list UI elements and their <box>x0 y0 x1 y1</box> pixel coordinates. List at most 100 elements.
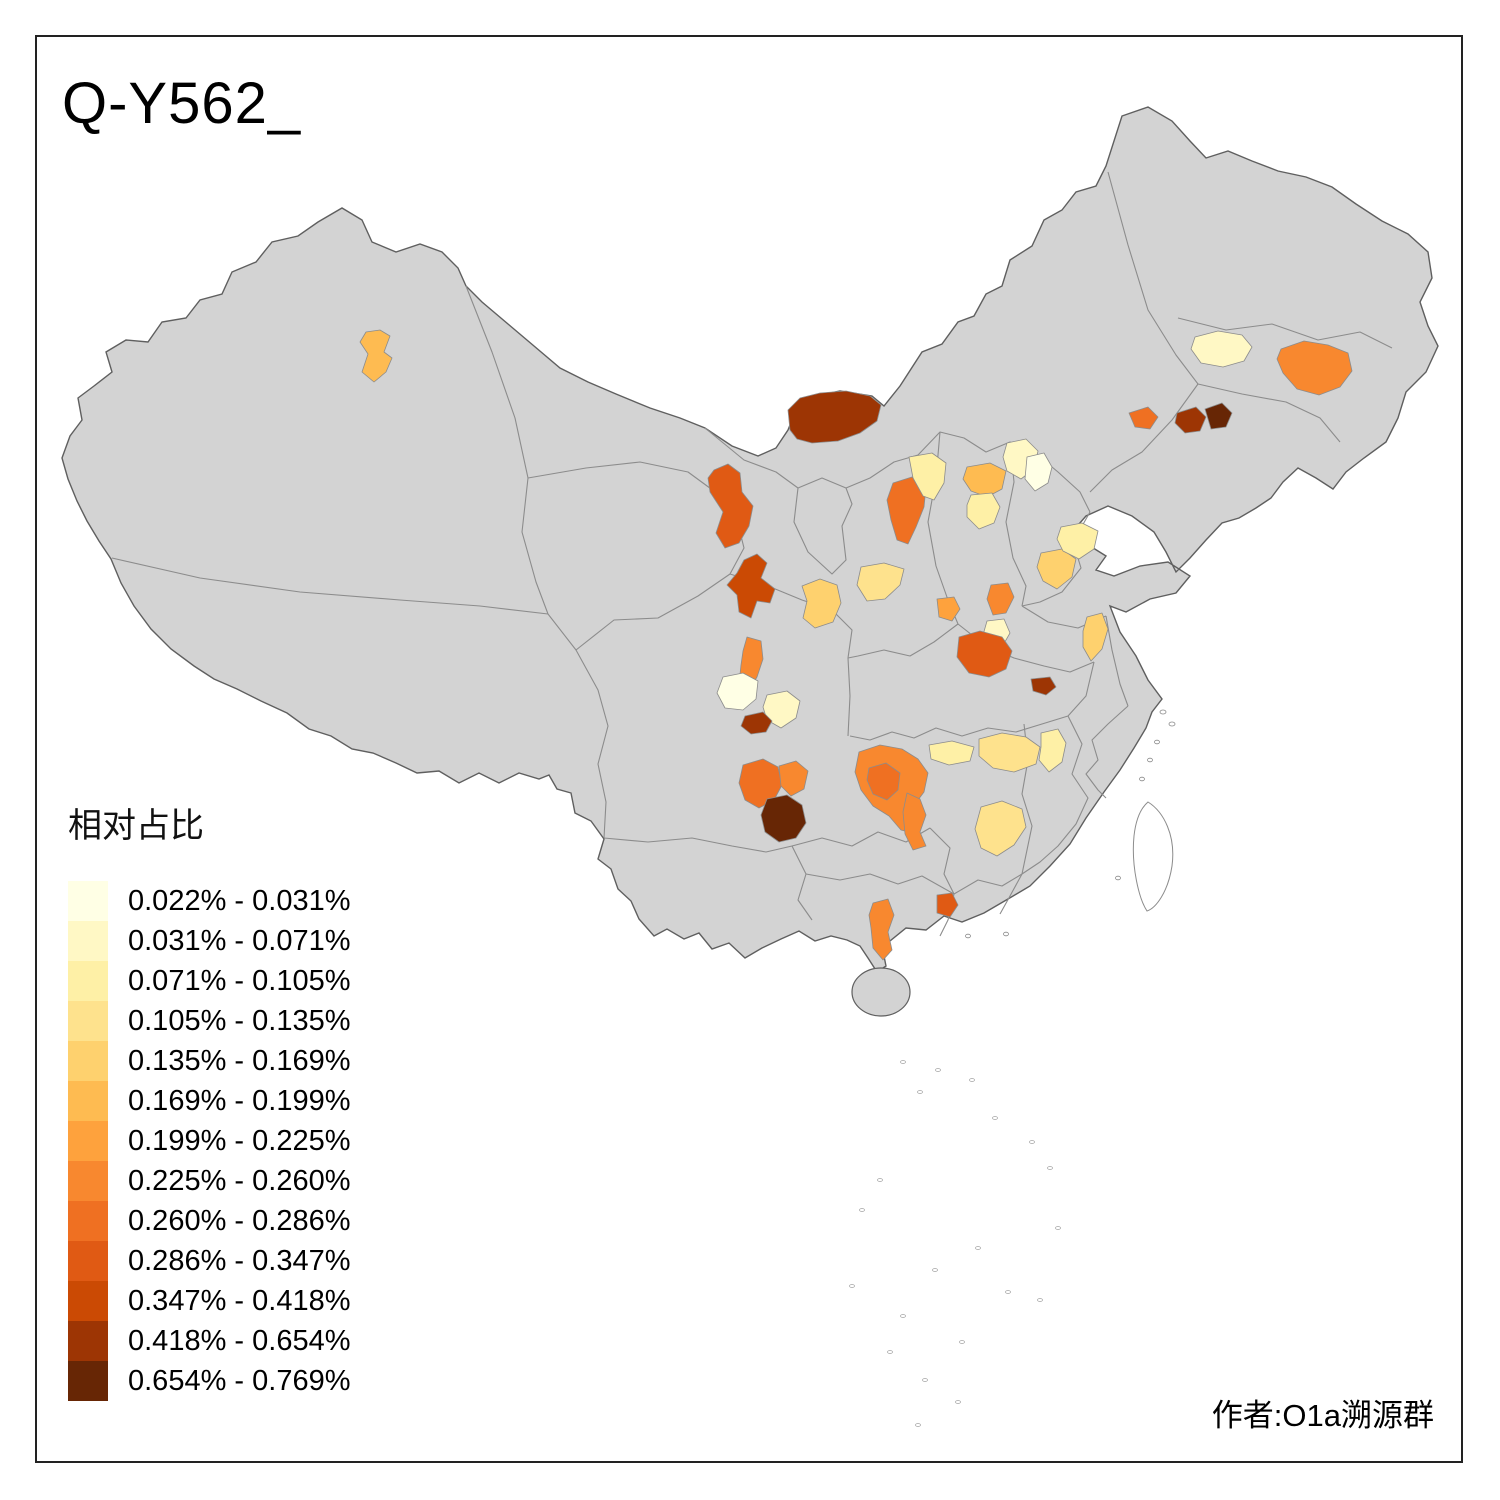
region-liaoning-far-east-dark <box>1204 402 1233 430</box>
region-jilin-west-cream <box>1190 330 1253 368</box>
region-ordos-pale <box>908 452 947 501</box>
legend-swatch <box>68 881 108 921</box>
region-dongting-light <box>978 732 1041 773</box>
region-lanzhou-area <box>726 553 776 619</box>
islet-dot <box>915 1423 921 1427</box>
islet-dot <box>887 1350 893 1354</box>
region-enshi-pale <box>928 740 975 766</box>
islet-dot <box>932 1268 938 1272</box>
province-border-line <box>1085 705 1129 799</box>
legend-swatch <box>68 1081 108 1121</box>
legend-label: 0.135% - 0.169% <box>128 1044 351 1077</box>
legend-label: 0.031% - 0.071% <box>128 924 351 957</box>
legend-swatch <box>68 1241 108 1281</box>
province-border-line <box>575 573 731 651</box>
province-border-line <box>1105 615 1129 707</box>
island-dot <box>1003 931 1009 937</box>
province-border-line <box>847 623 959 659</box>
legend-row: 0.418% - 0.654% <box>68 1321 350 1361</box>
legend-label: 0.199% - 0.225% <box>128 1124 351 1157</box>
region-hunan-south-light <box>974 800 1027 857</box>
legend-label: 0.169% - 0.199% <box>128 1084 351 1117</box>
legend-row: 0.199% - 0.225% <box>68 1121 350 1161</box>
legend-label: 0.418% - 0.654% <box>128 1324 351 1357</box>
islet-dot <box>1055 1226 1061 1230</box>
legend-row: 0.260% - 0.286% <box>68 1201 350 1241</box>
legend-label: 0.225% - 0.260% <box>128 1164 351 1197</box>
province-border-line <box>953 873 1023 895</box>
province-border-line <box>791 845 813 921</box>
region-chongqing-inner <box>866 762 901 801</box>
islet-dot <box>1037 1298 1043 1302</box>
province-border-line <box>1177 317 1393 349</box>
island-dot <box>1168 721 1176 727</box>
province-border-line <box>1089 383 1199 493</box>
region-aba-west-sichuan <box>716 672 759 711</box>
legend-swatch <box>68 1041 108 1081</box>
legend-row: 0.022% - 0.031% <box>68 881 350 921</box>
legend-swatch <box>68 1361 108 1401</box>
region-shihezi-xinjiang <box>359 329 393 383</box>
islet-dot <box>992 1116 998 1120</box>
province-border-line <box>847 657 851 737</box>
region-xinzhou-pale <box>966 492 1001 530</box>
coastal-islands <box>965 709 1176 939</box>
province-border-line <box>999 873 1023 915</box>
islet-dot <box>955 1400 961 1404</box>
islet-dot <box>849 1284 855 1288</box>
province-border-line <box>793 487 853 575</box>
plot-frame <box>35 35 1463 1463</box>
islet-dot <box>959 1340 965 1344</box>
legend-swatch <box>68 961 108 1001</box>
china-mainland <box>61 106 1439 973</box>
taiwan-island <box>1132 801 1174 912</box>
legend-row: 0.347% - 0.418% <box>68 1281 350 1321</box>
region-qianjiang-strip <box>902 792 927 851</box>
legend-row: 0.654% - 0.769% <box>68 1361 350 1401</box>
islet-dot <box>1005 1290 1011 1294</box>
island-dot <box>1159 709 1167 715</box>
region-hubei-east-dark <box>1030 676 1057 696</box>
region-central-sichuan-pale <box>762 690 801 729</box>
islet-dot <box>969 1078 975 1082</box>
hainan-island <box>851 967 911 1017</box>
region-beijing-white <box>1024 452 1053 492</box>
islet-dot <box>900 1314 906 1318</box>
region-guangdong-west-dark <box>936 892 959 918</box>
region-fuyang-light <box>1082 612 1109 662</box>
legend-swatch <box>68 1201 108 1241</box>
region-yaan-dark <box>740 711 773 735</box>
legend-label: 0.022% - 0.031% <box>128 884 351 917</box>
legend-title: 相对占比 <box>68 807 204 845</box>
region-liaoning-west-orange <box>1128 406 1159 430</box>
legend-row: 0.225% - 0.260% <box>68 1161 350 1201</box>
legend-row: 0.105% - 0.135% <box>68 1001 350 1041</box>
island-dot <box>1139 776 1145 782</box>
province-border-line <box>1005 441 1027 607</box>
legend-swatch <box>68 1121 108 1161</box>
region-yanbian-orange <box>1276 340 1353 396</box>
region-liaoning-east-dark <box>1174 406 1207 434</box>
legend-swatch <box>68 1161 108 1201</box>
region-liangshan-east <box>778 760 809 797</box>
province-border-line <box>1197 383 1341 443</box>
prefecture-regions <box>359 329 1353 961</box>
region-shaanxi-mid-strip <box>856 562 905 602</box>
islet-dot <box>1029 1140 1035 1144</box>
legend-row: 0.135% - 0.169% <box>68 1041 350 1081</box>
islet-dot <box>922 1378 928 1382</box>
region-dongting-east-pale <box>1038 728 1067 773</box>
island-dot <box>1154 739 1160 745</box>
plot-title: Q-Y562_ <box>62 71 302 136</box>
legend-label: 0.071% - 0.105% <box>128 964 351 997</box>
island-dot <box>1147 757 1153 763</box>
province-border-line <box>805 873 955 895</box>
region-bayannur-inner-mongolia <box>787 390 882 444</box>
islet-dot <box>935 1068 941 1072</box>
region-alxa-wuhai <box>707 463 754 549</box>
legend-label: 0.105% - 0.135% <box>128 1004 351 1037</box>
region-southwest-darkest <box>760 794 807 843</box>
region-sanmenxia-orange <box>936 596 961 622</box>
region-datong-light <box>962 462 1007 498</box>
